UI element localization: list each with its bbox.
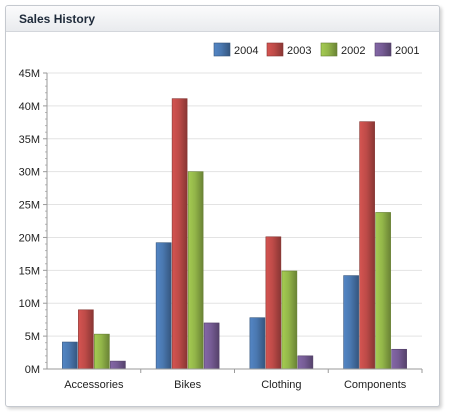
legend-label: 2004 (234, 45, 258, 57)
bar-2003-components (359, 121, 375, 370)
x-tick-label: Bikes (174, 379, 201, 391)
legend-swatch (213, 42, 231, 57)
legend-label: 2002 (341, 45, 365, 57)
bar-2004-components (343, 275, 359, 370)
bar-2002-components (375, 212, 391, 370)
y-tick-label: 45M (19, 68, 40, 80)
axes: 0M 5M 10M 15M 20M 25M 30M 35M 40M 45M Accessories B… (19, 68, 423, 391)
legend-swatch (320, 42, 338, 57)
bar-2002-clothing (281, 270, 298, 370)
x-tick-label: Components (344, 379, 407, 391)
bar-2003-clothing (265, 236, 282, 370)
bar-2004-accessories (62, 341, 78, 370)
x-tick-label: Accessories (64, 379, 124, 391)
bar-2004-clothing (249, 317, 266, 370)
bar-2001-components (391, 348, 407, 370)
bar-2001-accessories (110, 360, 126, 370)
panel-title: Sales History (19, 12, 96, 26)
y-tick-label: 5M (25, 331, 40, 343)
y-tick-label: 20M (19, 232, 40, 244)
legend: 2004 2003 2002 2001 (213, 42, 419, 57)
legend-swatch (266, 42, 284, 57)
y-tick-label: 10M (19, 298, 40, 310)
bar-2003-accessories (78, 309, 94, 370)
y-tick-label: 35M (19, 134, 40, 146)
bars (62, 98, 407, 370)
bar-2001-bikes (203, 322, 220, 370)
bar-2002-bikes (187, 171, 204, 370)
y-tick-label: 30M (19, 167, 40, 179)
bar-2003-bikes (171, 98, 188, 370)
y-tick-label: 15M (19, 265, 40, 277)
legend-swatch (374, 42, 392, 57)
x-tick-label: Clothing (261, 379, 301, 391)
y-tick-label: 0M (25, 364, 40, 376)
bar-2001-clothing (297, 355, 314, 370)
y-tick-label: 40M (19, 101, 40, 113)
bar-2002-accessories (94, 333, 110, 370)
panel-header: Sales History (6, 6, 439, 32)
legend-label: 2003 (287, 45, 311, 57)
bar-2004-bikes (155, 242, 172, 370)
legend-label: 2001 (395, 45, 419, 57)
y-tick-label: 25M (19, 200, 40, 212)
